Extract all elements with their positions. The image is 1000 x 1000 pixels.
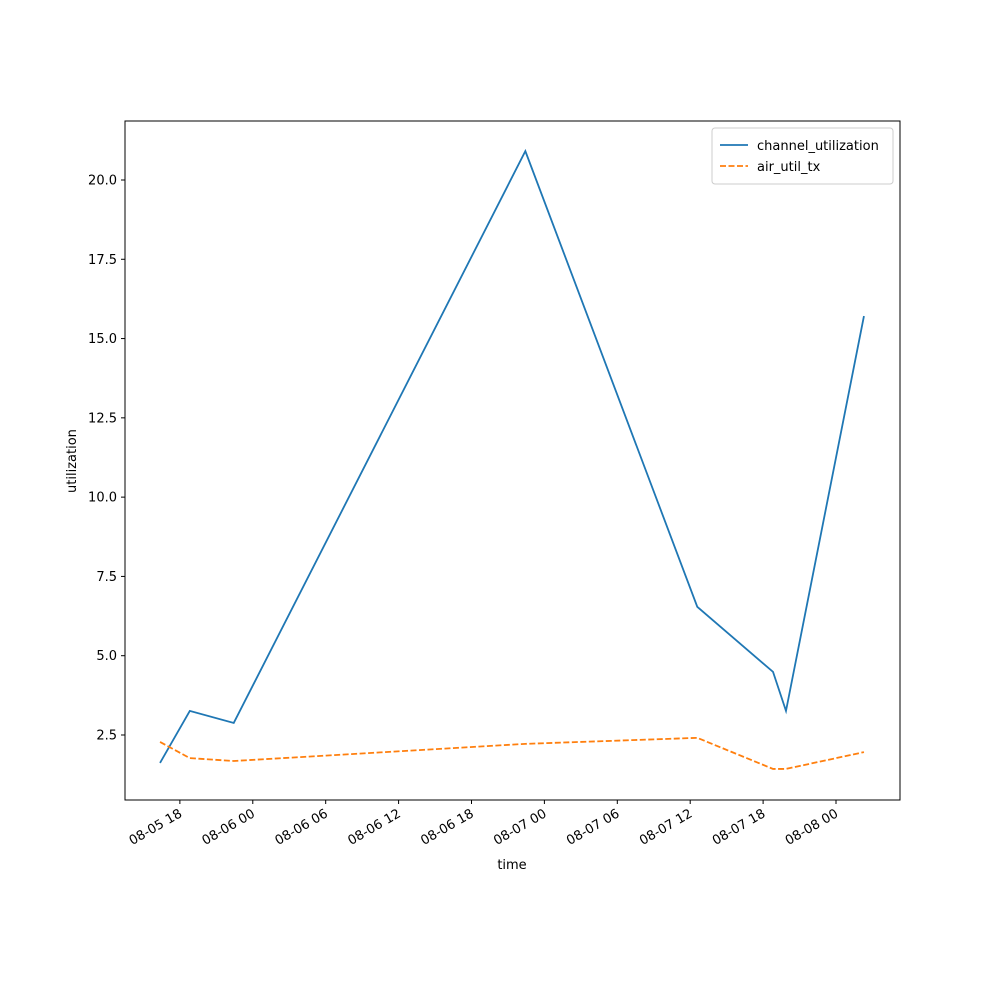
x-tick-label: 08-06 18 xyxy=(418,806,476,848)
series-line xyxy=(159,148,865,764)
legend-box xyxy=(711,127,894,185)
legend: channel_utilization air_util_tx xyxy=(711,127,894,185)
legend-label: air_util_tx xyxy=(757,160,821,175)
x-tick-label: 08-07 00 xyxy=(491,806,549,848)
x-tick-label: 08-07 18 xyxy=(710,806,768,848)
legend-label: channel_utilization xyxy=(757,139,879,154)
y-tick-label: 15.0 xyxy=(88,332,117,347)
x-tick-label: 08-06 12 xyxy=(345,806,403,848)
y-tick-label: 10.0 xyxy=(88,491,117,506)
x-axis-label: time xyxy=(497,858,526,873)
y-tick-label: 5.0 xyxy=(96,649,117,664)
x-tick-label: 08-07 12 xyxy=(637,806,695,848)
y-axis-label: utilization xyxy=(65,429,80,493)
x-tick-label: 08-06 06 xyxy=(273,806,331,848)
y-tick-label: 7.5 xyxy=(96,570,117,585)
plot-frame xyxy=(124,120,901,801)
x-tick-label: 08-06 00 xyxy=(200,806,258,848)
series-line xyxy=(159,736,865,770)
y-tick-label: 12.5 xyxy=(88,411,117,426)
y-tick-label: 17.5 xyxy=(88,253,117,268)
y-tick-label: 2.5 xyxy=(96,728,117,743)
y-tick-label: 20.0 xyxy=(88,173,117,188)
x-tick-label: 08-05 18 xyxy=(127,806,185,848)
x-tick-label: 08-07 06 xyxy=(564,806,622,848)
x-tick-label: 08-08 00 xyxy=(783,806,841,848)
